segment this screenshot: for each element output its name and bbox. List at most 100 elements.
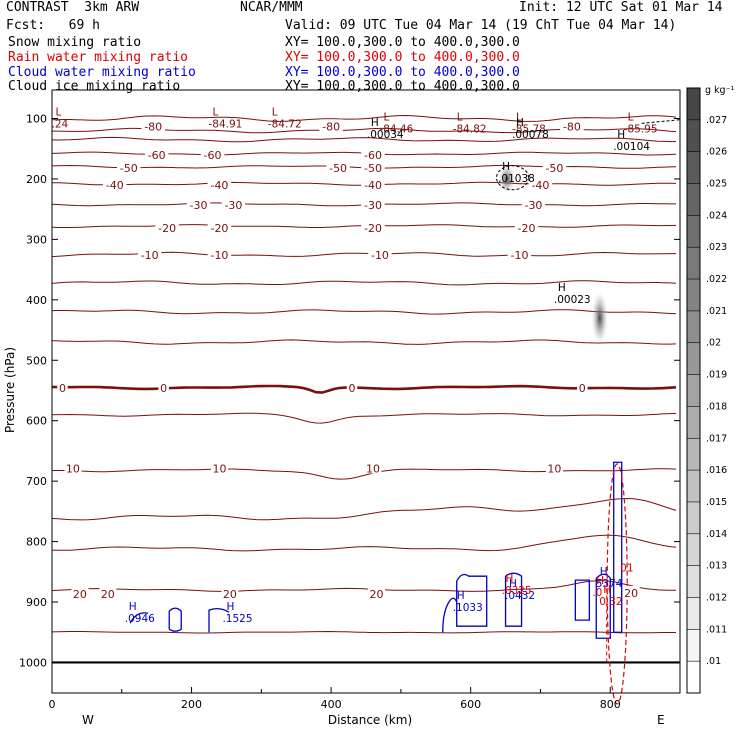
y-axis-label: Pressure (hPa) <box>3 347 17 433</box>
y-tick-label: 800 <box>26 536 47 549</box>
contour-label-bg <box>57 381 68 394</box>
contour-label: 0 <box>349 382 356 395</box>
colorbar-swatch <box>687 438 700 471</box>
extremum-value: -84.82 <box>453 123 487 135</box>
contour-label: 10 <box>366 462 380 475</box>
field-name-rain: Rain water mixing ratio <box>8 50 189 65</box>
extremum-value: .0325 <box>502 585 532 597</box>
colorbar-swatch <box>687 88 700 121</box>
colorbar-label: .019 <box>706 370 727 381</box>
x-tick-label: 600 <box>460 698 481 711</box>
low-marker: L <box>272 107 278 119</box>
contour-label: -50 <box>329 162 347 175</box>
contour-label: -80 <box>144 120 162 133</box>
contour-label: -10 <box>141 249 159 262</box>
contour-label-bg <box>346 381 358 394</box>
extremum-value: .1033 <box>453 602 483 614</box>
temperature-contour-line <box>51 339 677 345</box>
contour-label: -40 <box>364 179 382 192</box>
init-time: Init: 12 UTC Sat 01 Mar 14 <box>519 0 723 15</box>
colorbar-label: .017 <box>706 433 727 444</box>
colorbar-unit: g kg⁻¹ <box>705 85 735 96</box>
contour-label-bg <box>210 461 228 474</box>
colorbar-swatch <box>687 597 700 630</box>
contour-label-bg <box>542 161 567 174</box>
y-tick-label: 900 <box>26 596 47 609</box>
colorbar-label: .014 <box>706 529 727 540</box>
colorbar-label: .022 <box>706 274 727 285</box>
contour-label-bg <box>207 248 232 261</box>
colorbar-swatch <box>687 406 700 439</box>
contour-label-bg <box>207 177 232 190</box>
east-label: E <box>657 713 665 727</box>
extremum-value: .00078 <box>512 129 549 141</box>
contour-label: -60 <box>204 149 222 162</box>
cloud-water-contour <box>442 597 458 633</box>
colorbar-swatch <box>687 629 700 662</box>
model-title: CONTRAST 3km ARW <box>6 0 140 15</box>
contour-label-bg <box>514 220 539 233</box>
contour-label-bg <box>528 177 553 190</box>
contour-label-bg <box>137 248 162 261</box>
west-label: W <box>82 713 94 727</box>
contour-label: 0 <box>160 382 167 395</box>
extremum-value: 01 <box>620 563 633 575</box>
colorbar-swatch <box>687 279 700 312</box>
valid-time: Valid: 09 UTC Tue 04 Mar 14 (19 ChT Tue … <box>285 18 677 33</box>
contour-label-bg <box>103 177 127 190</box>
contour-label-bg <box>368 248 392 261</box>
contour-label-bg <box>560 119 584 132</box>
extremum-value: .00023 <box>554 294 591 306</box>
low-marker: L <box>383 111 389 123</box>
contour-label: 10 <box>212 462 226 475</box>
contour-label-bg <box>326 161 350 174</box>
colorbar-label: .013 <box>706 561 727 572</box>
colorbar-swatch <box>687 215 700 248</box>
colorbar-label: .02 <box>706 338 721 349</box>
contour-label: -40 <box>106 179 124 192</box>
contour-label: 10 <box>547 462 561 475</box>
snow-shading <box>496 164 608 344</box>
temperature-contour-line <box>51 534 677 552</box>
low-marker: L <box>516 111 522 123</box>
contour-label: -50 <box>364 162 382 175</box>
field-xy-snow: XY= 100.0,300.0 to 400.0,300.0 <box>285 35 520 50</box>
y-tick-label: 200 <box>26 173 47 186</box>
contour-label: -30 <box>364 199 382 212</box>
temperature-contour-line <box>51 580 676 592</box>
high-marker: H <box>617 129 625 141</box>
x-tick-label: 0 <box>49 698 56 711</box>
ice-contour-line <box>641 119 681 124</box>
y-tick-label: 600 <box>26 415 47 428</box>
extremum-value: 0.32 <box>599 596 622 608</box>
colorbar-swatch <box>687 661 700 694</box>
extrema-labels: L.24L-84.91L-84.72L-84.46L-84.82L-85.78L… <box>51 107 657 625</box>
contour-label: 20 <box>101 588 115 601</box>
high-marker: H <box>596 575 604 587</box>
extremum-value: -84.72 <box>268 119 302 131</box>
colorbar-swatch <box>687 183 700 216</box>
cloud-water-contour <box>574 579 590 621</box>
colorbar-swatch <box>687 470 700 503</box>
high-marker: H <box>558 282 566 294</box>
contour-label: -50 <box>120 162 138 175</box>
contour-label-bg <box>361 197 385 210</box>
temperature-contour-line <box>51 280 677 286</box>
extremum-value: -84.91 <box>208 119 242 131</box>
contour-label-bg <box>64 461 82 474</box>
contour-label-bg <box>507 248 532 261</box>
low-marker: L <box>628 111 634 123</box>
cloud-water-contour <box>456 573 488 627</box>
contour-label-bg <box>144 147 169 160</box>
high-marker: H <box>509 578 517 590</box>
contour-label-bg <box>319 119 343 132</box>
field-xy-cloud-water: XY= 100.0,300.0 to 400.0,300.0 <box>285 65 520 80</box>
field-name-cloud-water: Cloud water mixing ratio <box>8 65 196 80</box>
contour-label: -10 <box>511 249 529 262</box>
temperature-contour-line <box>51 630 676 634</box>
extremum-value: .24 <box>51 119 68 131</box>
extremum-value: .0 <box>592 587 602 599</box>
contour-label: -30 <box>224 199 242 212</box>
x-tick-label: 200 <box>181 698 202 711</box>
extremum-value: -84.46 <box>379 123 413 135</box>
